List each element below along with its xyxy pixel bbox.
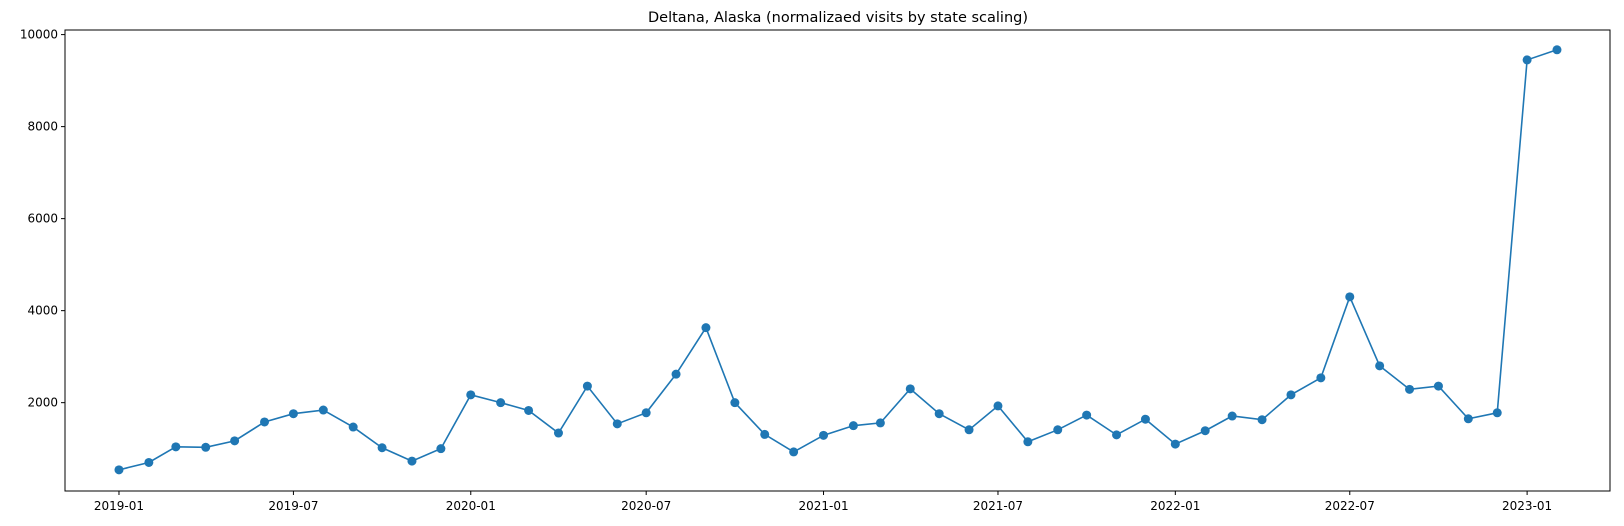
y-tick-label: 2000: [27, 396, 58, 410]
data-point: [1316, 373, 1326, 383]
x-tick-label: 2023-01: [1502, 499, 1552, 513]
y-tick-label: 6000: [27, 212, 58, 226]
y-tick-label: 10000: [20, 28, 58, 42]
data-point: [848, 421, 858, 431]
data-point: [407, 456, 417, 466]
y-tick-label: 4000: [27, 304, 58, 318]
data-point: [318, 405, 328, 415]
x-tick-label: 2020-01: [446, 499, 496, 513]
data-point: [114, 465, 124, 475]
x-tick-label: 2022-07: [1325, 499, 1375, 513]
data-point: [1023, 437, 1033, 447]
x-tick-label: 2021-01: [798, 499, 848, 513]
y-axis: 2000 4000 6000 8000 10000: [20, 28, 65, 410]
data-point: [201, 442, 211, 452]
data-point: [582, 381, 592, 391]
x-tick-label: 2019-07: [268, 499, 318, 513]
data-point: [789, 447, 799, 457]
data-point: [1286, 390, 1296, 400]
plot-frame: [64, 29, 1611, 492]
data-point: [1112, 430, 1122, 440]
x-axis: 2019-01 2019-07 2020-01 2020-07 2021-01 2021-…: [94, 491, 1552, 513]
data-point: [144, 457, 154, 467]
data-point: [377, 443, 387, 453]
data-point: [1522, 55, 1532, 65]
data-point: [701, 323, 711, 333]
data-point: [1463, 414, 1473, 424]
x-tick-label: 2019-01: [94, 499, 144, 513]
data-point: [905, 384, 915, 394]
x-tick-label: 2022-01: [1150, 499, 1200, 513]
data-point: [466, 390, 476, 400]
data-point: [993, 401, 1003, 411]
data-point: [641, 408, 651, 418]
x-tick-label: 2021-07: [973, 499, 1023, 513]
data-point: [1433, 381, 1443, 391]
data-point: [1053, 425, 1063, 435]
data-point: [288, 409, 298, 419]
data-point: [1345, 292, 1355, 302]
data-point: [1170, 439, 1180, 449]
data-point: [230, 436, 240, 446]
data-point: [1227, 411, 1237, 421]
data-point: [524, 405, 534, 415]
series-line: [118, 49, 1558, 471]
data-point: [1257, 415, 1267, 425]
y-tick-label: 8000: [27, 120, 58, 134]
data-points: [114, 45, 1562, 475]
data-point: [1200, 426, 1210, 436]
data-point: [730, 398, 740, 408]
data-point: [1492, 408, 1502, 418]
data-point: [819, 430, 829, 440]
data-point: [671, 369, 681, 379]
data-point: [934, 409, 944, 419]
x-tick-label: 2020-07: [621, 499, 671, 513]
data-point: [964, 425, 974, 435]
data-point: [1405, 384, 1415, 394]
data-point: [260, 417, 270, 427]
data-point: [760, 429, 770, 439]
data-point: [1140, 414, 1150, 424]
data-point: [612, 419, 622, 429]
chart-title: Deltana, Alaska (normalizaed visits by s…: [648, 10, 1028, 26]
data-point: [1552, 45, 1562, 55]
data-point: [348, 422, 358, 432]
data-point: [496, 398, 506, 408]
data-point: [553, 428, 563, 438]
data-point: [875, 418, 885, 428]
data-point: [1375, 361, 1385, 371]
data-point: [171, 442, 181, 452]
data-point: [1082, 410, 1092, 420]
data-point: [436, 444, 446, 454]
